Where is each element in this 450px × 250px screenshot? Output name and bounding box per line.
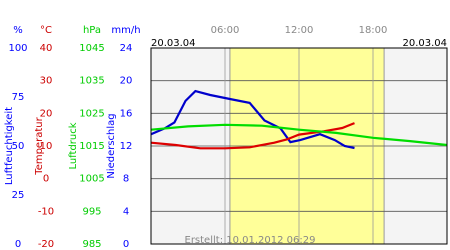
y-tick-label: 50 bbox=[12, 141, 25, 152]
y-tick-label: 1005 bbox=[79, 174, 104, 185]
plot-border bbox=[150, 47, 448, 245]
axis-title: Luftdruck bbox=[68, 122, 79, 169]
date-left: 20.03.04 bbox=[151, 38, 196, 49]
axis-unit: % bbox=[13, 25, 23, 36]
y-tick-label: -10 bbox=[38, 206, 54, 217]
series-line bbox=[150, 123, 448, 147]
series-line bbox=[150, 122, 355, 150]
y-tick-label: 1045 bbox=[79, 43, 104, 54]
y-tick-label: 25 bbox=[12, 190, 25, 201]
y-tick-label: -20 bbox=[38, 239, 54, 250]
y-tick-label: 1035 bbox=[79, 76, 104, 87]
y-tick-label: 20 bbox=[120, 76, 133, 87]
x-tick-label: 06:00 bbox=[211, 25, 240, 36]
axis-title: Niederschlag bbox=[106, 113, 117, 178]
y-tick-label: 985 bbox=[82, 239, 101, 250]
y-tick-label: 995 bbox=[82, 206, 101, 217]
y-tick-label: 0 bbox=[43, 174, 49, 185]
axis-title: Luftfeuchtigkeit bbox=[4, 107, 15, 185]
axis-unit: hPa bbox=[83, 25, 101, 36]
x-tick-label: 12:00 bbox=[285, 25, 314, 36]
axis-unit: mm/h bbox=[111, 25, 140, 36]
y-tick-label: 8 bbox=[123, 174, 129, 185]
y-tick-label: 20 bbox=[40, 108, 53, 119]
y-tick-label: 1025 bbox=[79, 108, 104, 119]
y-tick-label: 75 bbox=[12, 92, 25, 103]
y-tick-label: 40 bbox=[40, 43, 53, 54]
axis-title: Temperatur bbox=[34, 116, 45, 175]
y-tick-label: 4 bbox=[123, 206, 129, 217]
y-tick-label: 24 bbox=[120, 43, 133, 54]
y-tick-label: 0 bbox=[15, 239, 21, 250]
y-tick-label: 12 bbox=[120, 141, 133, 152]
y-tick-label: 30 bbox=[40, 76, 53, 87]
y-tick-label: 10 bbox=[40, 141, 53, 152]
y-tick-label: 0 bbox=[123, 239, 129, 250]
series-line bbox=[150, 89, 355, 150]
date-right: 20.03.04 bbox=[402, 38, 447, 49]
axis-unit: °C bbox=[40, 25, 52, 36]
x-tick-label: 18:00 bbox=[359, 25, 388, 36]
y-tick-label: 16 bbox=[120, 108, 133, 119]
created-label: Erstellt: 10.01.2012 06:29 bbox=[185, 235, 316, 246]
y-tick-label: 1015 bbox=[79, 141, 104, 152]
y-tick-label: 100 bbox=[8, 43, 27, 54]
